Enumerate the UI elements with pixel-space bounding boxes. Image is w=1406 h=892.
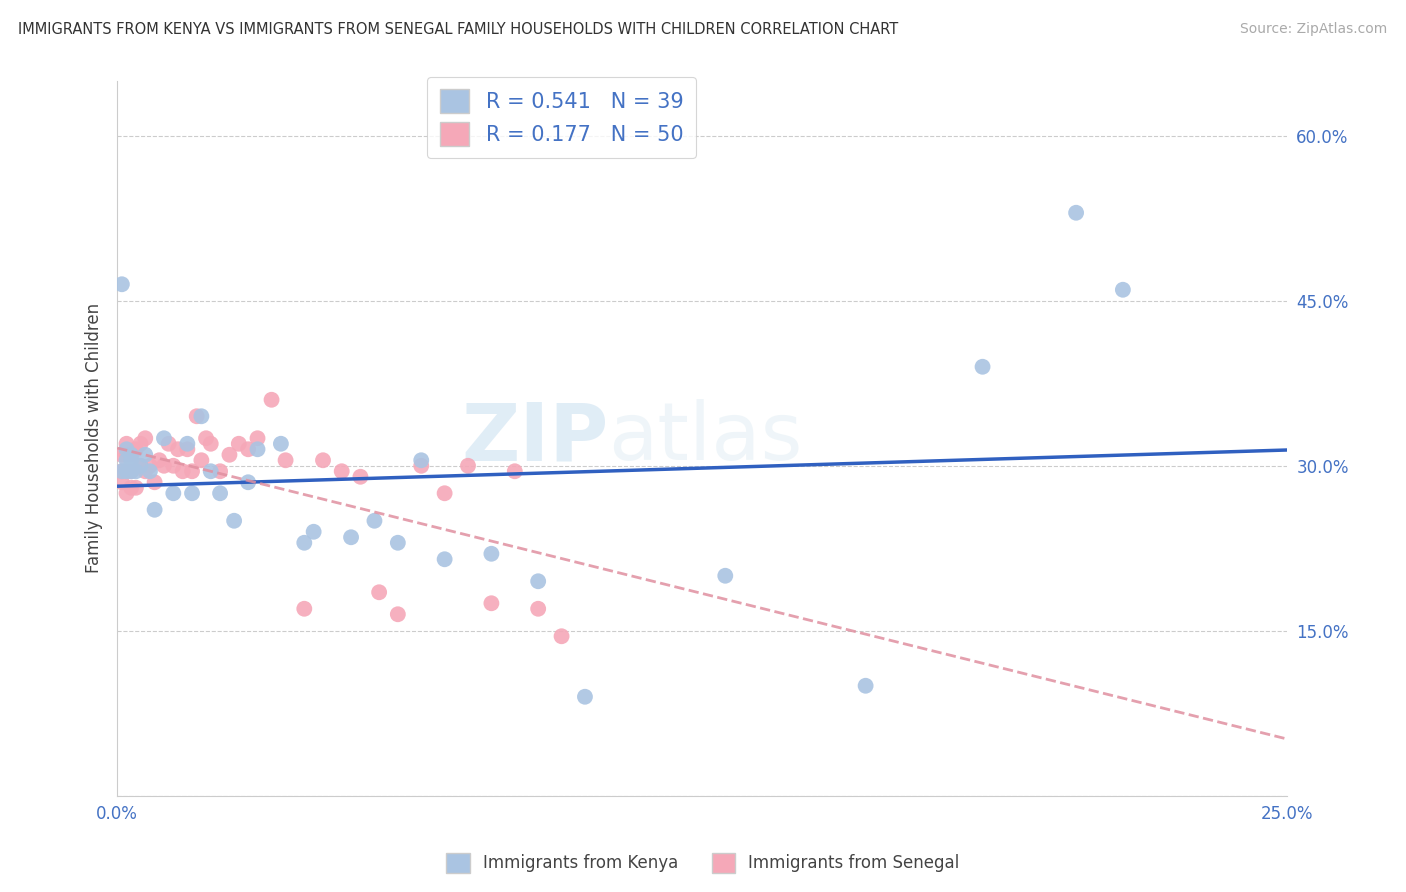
Point	[387, 535, 409, 549]
Point	[129, 458, 152, 473]
Point	[120, 464, 142, 478]
Point	[200, 436, 222, 450]
Point	[200, 464, 222, 478]
Point	[195, 431, 218, 445]
Text: atlas: atlas	[609, 400, 803, 477]
Point	[143, 475, 166, 490]
Point	[115, 442, 138, 457]
Point	[190, 409, 212, 424]
Point	[228, 436, 250, 450]
Point	[120, 481, 142, 495]
Point	[270, 436, 292, 450]
Point	[527, 574, 550, 589]
Point	[139, 464, 162, 478]
Text: Source: ZipAtlas.com: Source: ZipAtlas.com	[1240, 22, 1388, 37]
Point	[111, 464, 134, 478]
Point	[129, 436, 152, 450]
Point	[1112, 283, 1135, 297]
Point	[134, 464, 156, 478]
Point	[433, 552, 456, 566]
Point	[176, 436, 198, 450]
Point	[238, 475, 260, 490]
Point	[125, 464, 148, 478]
Point	[433, 486, 456, 500]
Point	[527, 601, 550, 615]
Point	[125, 481, 148, 495]
Point	[115, 464, 138, 478]
Point	[148, 453, 170, 467]
Point	[176, 442, 198, 457]
Point	[481, 596, 503, 610]
Point	[238, 442, 260, 457]
Point	[411, 458, 433, 473]
Point	[186, 409, 208, 424]
Point	[172, 464, 194, 478]
Point	[209, 464, 232, 478]
Point	[349, 469, 371, 483]
Point	[111, 277, 134, 292]
Point	[302, 524, 325, 539]
Point	[218, 448, 240, 462]
Point	[855, 679, 877, 693]
Point	[115, 436, 138, 450]
Point	[134, 431, 156, 445]
Point	[153, 458, 176, 473]
Text: ZIP: ZIP	[461, 400, 609, 477]
Point	[274, 453, 297, 467]
Point	[340, 530, 363, 544]
Point	[574, 690, 596, 704]
Point	[120, 448, 142, 462]
Point	[503, 464, 526, 478]
Legend: Immigrants from Kenya, Immigrants from Senegal: Immigrants from Kenya, Immigrants from S…	[440, 847, 966, 880]
Point	[260, 392, 283, 407]
Point	[246, 431, 269, 445]
Point	[1064, 206, 1087, 220]
Point	[457, 458, 479, 473]
Point	[120, 453, 142, 467]
Point	[246, 442, 269, 457]
Point	[157, 436, 180, 450]
Point	[115, 486, 138, 500]
Point	[368, 585, 391, 599]
Point	[330, 464, 353, 478]
Point	[714, 568, 737, 582]
Point	[115, 464, 138, 478]
Point	[292, 601, 315, 615]
Point	[120, 448, 142, 462]
Point	[120, 464, 142, 478]
Point	[111, 464, 134, 478]
Point	[224, 514, 246, 528]
Point	[129, 458, 152, 473]
Point	[143, 502, 166, 516]
Point	[972, 359, 994, 374]
Point	[363, 514, 385, 528]
Point	[292, 535, 315, 549]
Point	[312, 453, 335, 467]
Legend: R = 0.541   N = 39, R = 0.177   N = 50: R = 0.541 N = 39, R = 0.177 N = 50	[427, 77, 696, 159]
Point	[115, 453, 138, 467]
Point	[134, 448, 156, 462]
Point	[181, 486, 204, 500]
Point	[115, 448, 138, 462]
Point	[481, 547, 503, 561]
Y-axis label: Family Households with Children: Family Households with Children	[86, 303, 103, 574]
Point	[181, 464, 204, 478]
Point	[111, 448, 134, 462]
Point	[411, 453, 433, 467]
Point	[162, 486, 184, 500]
Point	[111, 475, 134, 490]
Point	[153, 431, 176, 445]
Text: IMMIGRANTS FROM KENYA VS IMMIGRANTS FROM SENEGAL FAMILY HOUSEHOLDS WITH CHILDREN: IMMIGRANTS FROM KENYA VS IMMIGRANTS FROM…	[18, 22, 898, 37]
Point	[550, 629, 572, 643]
Point	[209, 486, 232, 500]
Point	[190, 453, 212, 467]
Point	[167, 442, 190, 457]
Point	[125, 442, 148, 457]
Point	[387, 607, 409, 622]
Point	[162, 458, 184, 473]
Point	[139, 458, 162, 473]
